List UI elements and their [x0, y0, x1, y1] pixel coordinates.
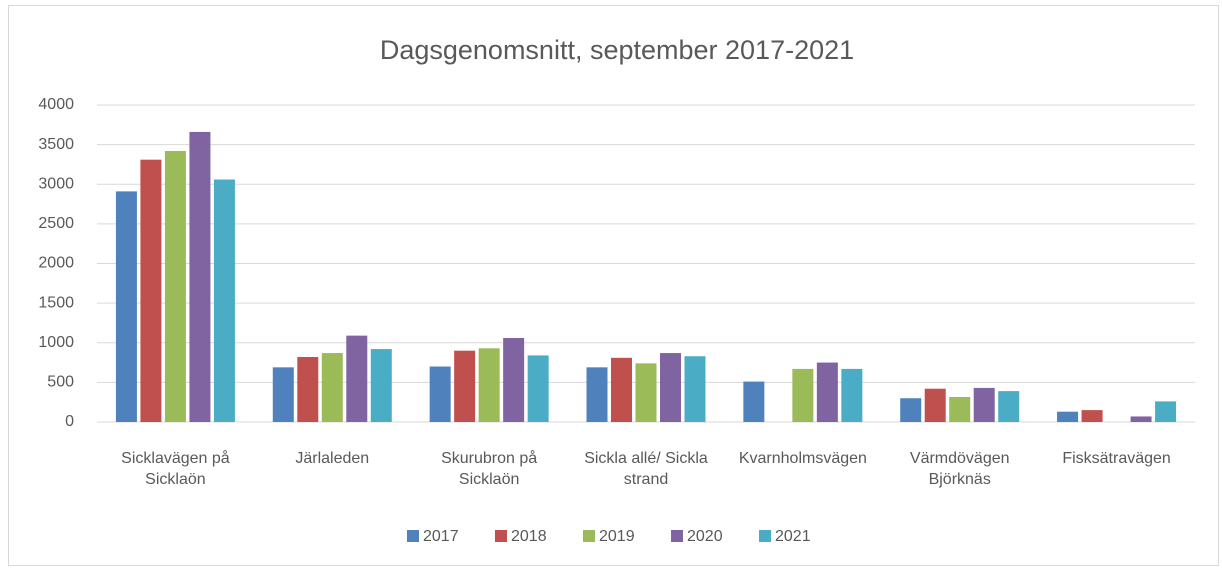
- y-tick-label: 0: [65, 413, 74, 430]
- bar: [635, 363, 657, 422]
- y-tick-label: 500: [47, 374, 74, 391]
- bar: [346, 335, 368, 422]
- bar: [924, 388, 946, 422]
- bar: [140, 159, 162, 422]
- bar: [949, 397, 971, 422]
- bar: [973, 387, 995, 422]
- bar: [1057, 411, 1079, 422]
- legend-swatch: [583, 530, 595, 542]
- bar: [743, 381, 765, 422]
- bar: [527, 355, 549, 422]
- y-tick-label: 3500: [38, 136, 74, 153]
- bar: [1155, 401, 1177, 422]
- x-tick-label: Sicklavägen på Sicklaön: [121, 450, 230, 488]
- x-tick-label: Sickla allé/ Sickla strand: [584, 450, 708, 488]
- legend-label: 2017: [423, 528, 459, 545]
- bar: [611, 357, 632, 422]
- bar: [321, 353, 343, 422]
- chart-border: [8, 5, 1219, 566]
- legend-label: 2019: [599, 528, 635, 545]
- bar: [900, 398, 922, 422]
- legend-swatch: [759, 530, 771, 542]
- bar: [454, 350, 476, 422]
- bar: [660, 353, 681, 422]
- x-tick-label: Värmdövägen Björknäs: [909, 450, 1010, 488]
- bar: [586, 367, 608, 422]
- y-tick-label: 1000: [38, 334, 74, 351]
- bar: [164, 150, 186, 422]
- y-tick-label: 3000: [38, 175, 74, 192]
- x-tick-label: Skurubron på Sicklaön: [441, 450, 538, 488]
- bar: [816, 362, 838, 422]
- legend-swatch: [495, 530, 507, 542]
- bar: [792, 368, 814, 422]
- bar: [189, 131, 211, 422]
- legend-label: 2020: [687, 528, 723, 545]
- y-tick-label: 2500: [38, 215, 74, 232]
- bar: [998, 391, 1020, 422]
- legend-swatch: [407, 530, 419, 542]
- y-tick-label: 4000: [38, 96, 74, 113]
- bar: [1130, 416, 1152, 422]
- y-tick-label: 1500: [38, 294, 74, 311]
- chart-title: Dagsgenomsnitt, september 2017-2021: [380, 35, 854, 65]
- bar: [213, 179, 235, 422]
- bar: [478, 348, 500, 422]
- x-tick-label: Kvarnholmsvägen: [738, 450, 867, 467]
- bar: [1081, 410, 1103, 422]
- x-tick-label: Fisksätravägen: [1062, 450, 1171, 467]
- legend-label: 2021: [775, 528, 811, 545]
- bar: [115, 191, 137, 422]
- bar: [370, 349, 392, 422]
- x-tick-label: Järlaleden: [295, 450, 370, 467]
- bar: [841, 368, 863, 422]
- bar: [272, 367, 294, 422]
- legend-label: 2018: [511, 528, 547, 545]
- legend-swatch: [671, 530, 683, 542]
- bar: [503, 337, 525, 422]
- bar: [429, 366, 451, 422]
- y-tick-label: 2000: [38, 255, 74, 272]
- bar: [684, 356, 706, 422]
- bar: [297, 357, 319, 422]
